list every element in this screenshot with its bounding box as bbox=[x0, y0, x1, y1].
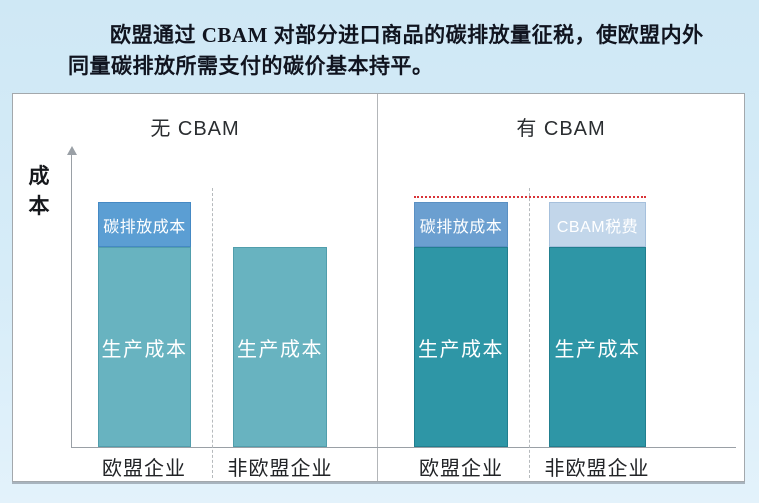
dashed-separator-right-panel bbox=[529, 188, 530, 478]
segment-label: 碳排放成本 bbox=[419, 218, 503, 236]
chart-panel: 无 CBAM 有 CBAM 成本 生产成本 碳排放成本 生产成本 生产 bbox=[12, 93, 745, 482]
segment-carbon-emission-cost: 碳排放成本 bbox=[98, 202, 191, 247]
segment-label: 碳排放成本 bbox=[103, 218, 186, 236]
y-axis-label: 成本 bbox=[28, 165, 50, 218]
bar-eu-with-cbam: 生产成本 碳排放成本 bbox=[414, 202, 508, 447]
y-axis bbox=[71, 154, 72, 447]
bar-non-eu-with-cbam: 生产成本 CBAM税费 bbox=[549, 202, 646, 447]
segment-production-cost: 生产成本 bbox=[414, 247, 508, 447]
segment-label: 生产成本 bbox=[554, 338, 641, 361]
segment-label: 生产成本 bbox=[418, 338, 504, 361]
panel-divider bbox=[377, 94, 378, 481]
cost-parity-dotted-line bbox=[414, 196, 646, 198]
bar-non-eu-no-cbam: 生产成本 bbox=[233, 247, 327, 447]
x-label-non-eu-with-cbam: 非欧盟企业 bbox=[544, 458, 650, 480]
segment-label: CBAM税费 bbox=[556, 218, 639, 236]
panel-header-with-cbam: 有 CBAM bbox=[516, 118, 606, 140]
x-label-eu-no-cbam: 欧盟企业 bbox=[102, 458, 186, 480]
segment-production-cost: 生产成本 bbox=[549, 247, 646, 447]
bar-eu-no-cbam: 生产成本 碳排放成本 bbox=[98, 202, 191, 447]
x-label-eu-with-cbam: 欧盟企业 bbox=[419, 458, 503, 480]
segment-cbam-tax: CBAM税费 bbox=[549, 202, 646, 247]
caption-line-1: 欧盟通过 CBAM 对部分进口商品的碳排放量征税，使欧盟内外 bbox=[110, 23, 704, 47]
y-axis-arrow-icon bbox=[67, 146, 77, 155]
dashed-separator-left-panel bbox=[212, 188, 213, 478]
segment-label: 生产成本 bbox=[237, 338, 323, 361]
caption-line-2: 同量碳排放所需支付的碳价基本持平。 bbox=[68, 54, 434, 78]
segment-production-cost: 生产成本 bbox=[233, 247, 327, 447]
panel-header-no-cbam: 无 CBAM bbox=[150, 118, 240, 140]
x-label-non-eu-no-cbam: 非欧盟企业 bbox=[227, 458, 333, 480]
caption-block: 欧盟通过 CBAM 对部分进口商品的碳排放量征税，使欧盟内外 同量碳排放所需支付… bbox=[68, 20, 738, 82]
x-axis bbox=[71, 447, 736, 448]
segment-production-cost: 生产成本 bbox=[98, 247, 191, 447]
segment-carbon-emission-cost: 碳排放成本 bbox=[414, 202, 508, 247]
segment-label: 生产成本 bbox=[101, 338, 188, 361]
